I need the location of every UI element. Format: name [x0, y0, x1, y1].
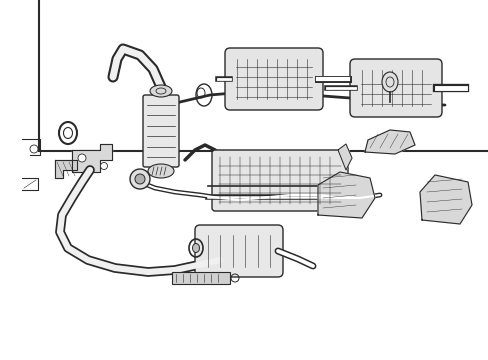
- Polygon shape: [317, 172, 374, 218]
- Bar: [172, 272, 229, 284]
- Ellipse shape: [150, 85, 172, 97]
- Circle shape: [101, 162, 107, 170]
- Ellipse shape: [381, 72, 397, 92]
- Circle shape: [130, 169, 150, 189]
- FancyBboxPatch shape: [195, 225, 283, 277]
- Circle shape: [78, 154, 86, 162]
- Ellipse shape: [192, 243, 199, 252]
- Ellipse shape: [148, 164, 174, 178]
- Polygon shape: [72, 144, 112, 172]
- Polygon shape: [337, 144, 351, 170]
- Polygon shape: [419, 175, 471, 224]
- FancyBboxPatch shape: [224, 48, 323, 110]
- FancyBboxPatch shape: [142, 95, 179, 167]
- FancyBboxPatch shape: [349, 59, 441, 117]
- Polygon shape: [55, 160, 77, 178]
- Circle shape: [135, 174, 145, 184]
- FancyBboxPatch shape: [212, 150, 347, 211]
- Polygon shape: [364, 130, 414, 154]
